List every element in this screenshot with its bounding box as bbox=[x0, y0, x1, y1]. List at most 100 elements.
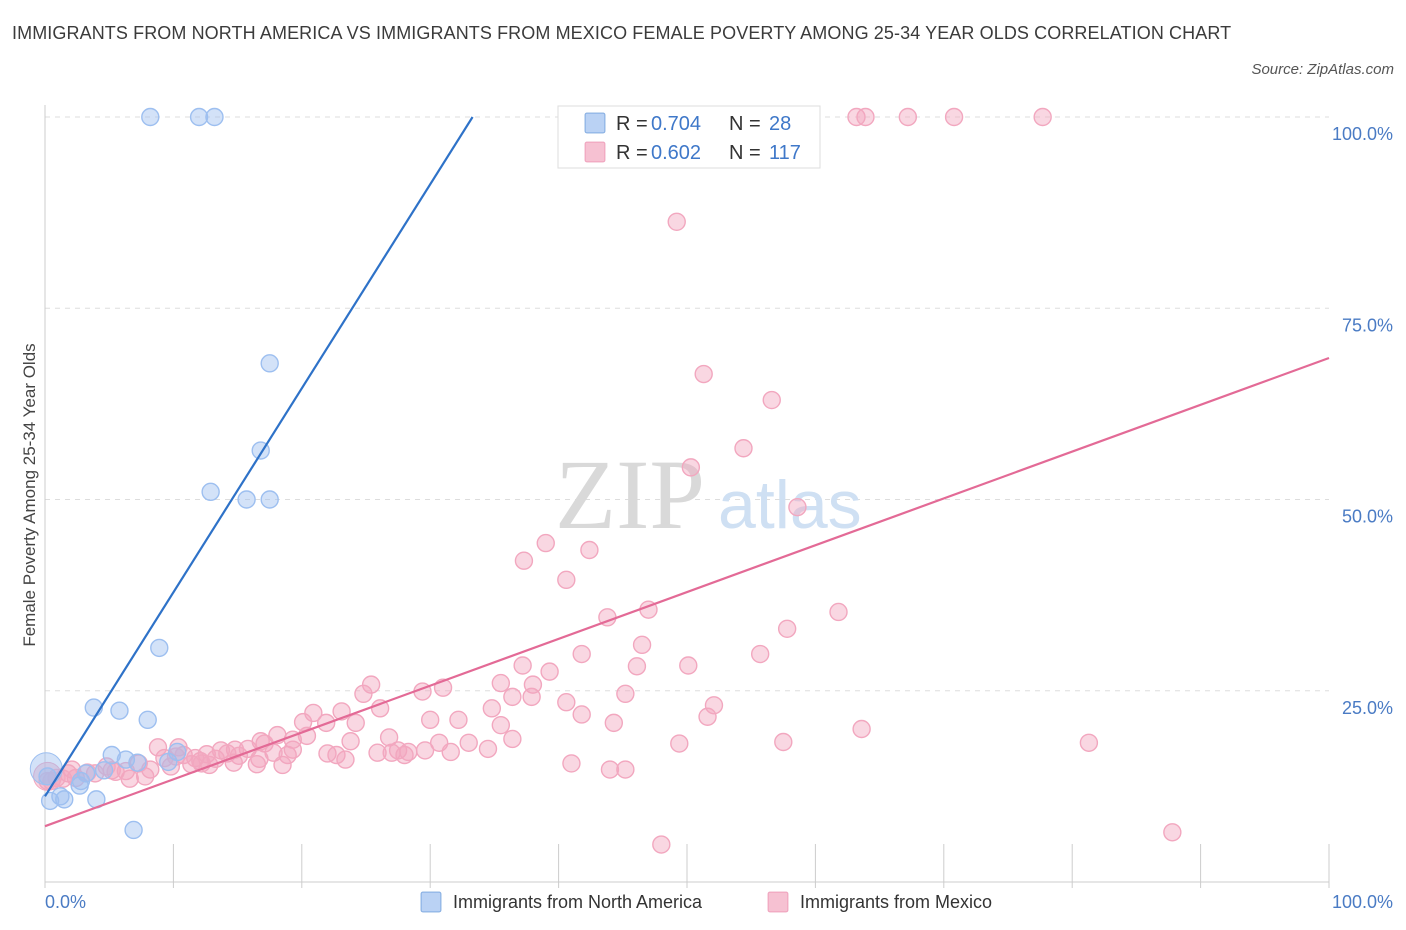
mexico-point bbox=[336, 750, 355, 769]
mexico-point bbox=[283, 740, 303, 759]
legend-label-north-america: Immigrants from North America bbox=[453, 892, 703, 912]
mexico-point bbox=[421, 710, 440, 730]
mexico-point bbox=[898, 107, 918, 127]
mexico-point bbox=[704, 696, 724, 715]
mexico-point bbox=[459, 733, 478, 752]
mexico-point bbox=[482, 699, 502, 718]
y-tick-label: 50.0% bbox=[1342, 507, 1393, 527]
mexico-point bbox=[304, 703, 323, 723]
mexico-point bbox=[670, 734, 689, 753]
mexico-point bbox=[562, 754, 581, 773]
mexico-point bbox=[247, 754, 267, 774]
mexico-point bbox=[777, 619, 797, 638]
mexico-point bbox=[441, 742, 460, 762]
x-tick-label: 0.0% bbox=[45, 892, 86, 912]
mexico-point bbox=[774, 732, 793, 752]
mexico-point bbox=[627, 657, 647, 676]
legend-r-value-north-america: 0.704 bbox=[651, 113, 701, 135]
mexico-point bbox=[354, 684, 373, 704]
mexico-point bbox=[679, 656, 698, 675]
series-mexico-points bbox=[33, 107, 1182, 854]
north-america-point bbox=[110, 701, 129, 720]
mexico-point bbox=[557, 570, 576, 590]
mexico-point bbox=[856, 107, 875, 127]
north-america-point bbox=[168, 742, 187, 762]
mexico-point bbox=[557, 693, 576, 712]
north-america-point bbox=[124, 820, 143, 840]
y-tick-label: 75.0% bbox=[1342, 315, 1393, 335]
legend-swatch-north-america bbox=[584, 112, 606, 134]
mexico-point bbox=[491, 715, 511, 735]
correlation-legend: R = 0.704 N = 28 R = 0.602 N = 117 bbox=[557, 105, 821, 169]
mexico-point bbox=[327, 745, 346, 765]
mexico-point bbox=[944, 107, 964, 127]
series-legend: Immigrants from North America Immigrants… bbox=[420, 891, 992, 913]
mexico-point bbox=[361, 675, 381, 694]
mexico-point bbox=[148, 738, 168, 757]
mexico-point bbox=[829, 602, 848, 622]
mexico-point bbox=[694, 364, 713, 384]
north-america-point bbox=[150, 638, 169, 658]
chart-source: Source: ZipAtlas.com bbox=[1251, 61, 1394, 78]
mexico-point bbox=[264, 743, 283, 762]
mexico-point bbox=[600, 760, 620, 779]
mexico-point bbox=[395, 745, 414, 765]
trend-lines bbox=[44, 116, 1330, 828]
mexico-point bbox=[1163, 823, 1182, 842]
north-america-point bbox=[94, 761, 114, 780]
north-america-point bbox=[141, 107, 160, 127]
mexico-point bbox=[762, 390, 781, 410]
mexico-point bbox=[734, 439, 753, 458]
mexico-point bbox=[1079, 733, 1099, 752]
legend-r-label: R = bbox=[616, 113, 648, 135]
north-america-point bbox=[76, 764, 96, 783]
legend-swatch-mexico bbox=[767, 891, 789, 913]
mexico-point bbox=[135, 767, 155, 786]
mexico-point bbox=[852, 719, 871, 739]
mexico-point bbox=[572, 644, 591, 664]
mexico-point bbox=[514, 551, 534, 570]
north-america-point bbox=[102, 745, 121, 765]
legend-label-mexico: Immigrants from Mexico bbox=[800, 892, 992, 912]
mexico-point bbox=[522, 687, 541, 707]
mexico-point bbox=[698, 707, 717, 726]
north-america-point bbox=[201, 482, 220, 502]
north-america-point bbox=[260, 354, 279, 373]
mexico-point bbox=[197, 745, 216, 764]
gridlines bbox=[45, 116, 1329, 692]
trend-line-mexico bbox=[44, 356, 1330, 828]
mexico-point bbox=[379, 728, 399, 747]
legend-r-label: R = bbox=[616, 142, 648, 164]
legend-swatch-mexico bbox=[584, 141, 606, 163]
watermark-zip: ZIP bbox=[555, 439, 705, 550]
north-america-point bbox=[128, 753, 147, 772]
mexico-point bbox=[449, 710, 468, 730]
north-america-point bbox=[237, 490, 256, 509]
mexico-point bbox=[540, 662, 559, 681]
north-america-point bbox=[138, 710, 157, 730]
legend-n-label: N = bbox=[729, 142, 761, 164]
legend-n-value-mexico: 117 bbox=[769, 142, 801, 164]
y-tick-label: 25.0% bbox=[1342, 698, 1393, 718]
mexico-point bbox=[491, 673, 511, 693]
mexico-point bbox=[370, 699, 390, 718]
mexico-point bbox=[681, 458, 701, 477]
mexico-point bbox=[503, 687, 522, 707]
mexico-point bbox=[1033, 107, 1052, 127]
mexico-point bbox=[368, 743, 387, 762]
legend-n-label: N = bbox=[729, 113, 761, 135]
mexico-point bbox=[200, 755, 219, 775]
y-tick-label: 100.0% bbox=[1332, 124, 1393, 144]
mexico-point bbox=[652, 835, 671, 854]
north-america-point bbox=[260, 490, 279, 509]
mexico-point bbox=[632, 635, 652, 655]
mexico-point bbox=[536, 533, 555, 553]
y-axis-label: Female Poverty Among 25-34 Year Olds bbox=[20, 343, 39, 646]
watermark: ZIP atlas bbox=[555, 439, 862, 550]
mexico-point bbox=[273, 755, 292, 775]
mexico-point bbox=[341, 732, 360, 751]
chart-title: IMMIGRANTS FROM NORTH AMERICA VS IMMIGRA… bbox=[12, 23, 1232, 43]
trend-line-north-america bbox=[44, 116, 474, 797]
north-america-point bbox=[55, 790, 74, 809]
